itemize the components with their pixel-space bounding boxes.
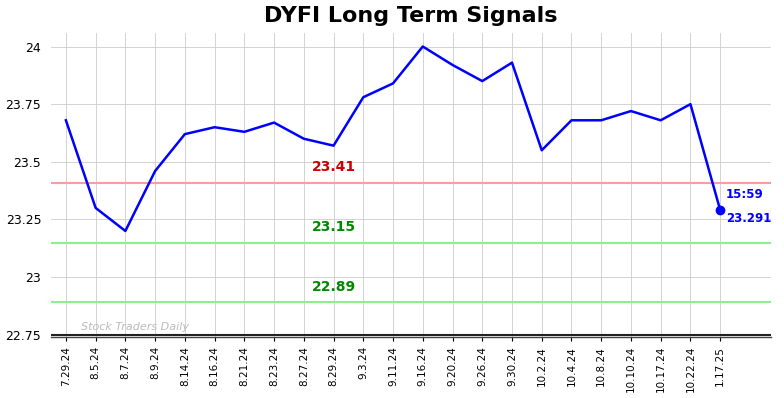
Text: 15:59: 15:59 [726, 188, 764, 201]
Text: 23.291: 23.291 [726, 212, 771, 225]
Text: Stock Traders Daily: Stock Traders Daily [81, 322, 189, 332]
Text: 23.15: 23.15 [312, 220, 356, 234]
Title: DYFI Long Term Signals: DYFI Long Term Signals [264, 6, 557, 25]
Text: 23.41: 23.41 [312, 160, 356, 174]
Text: 22.89: 22.89 [312, 280, 356, 295]
